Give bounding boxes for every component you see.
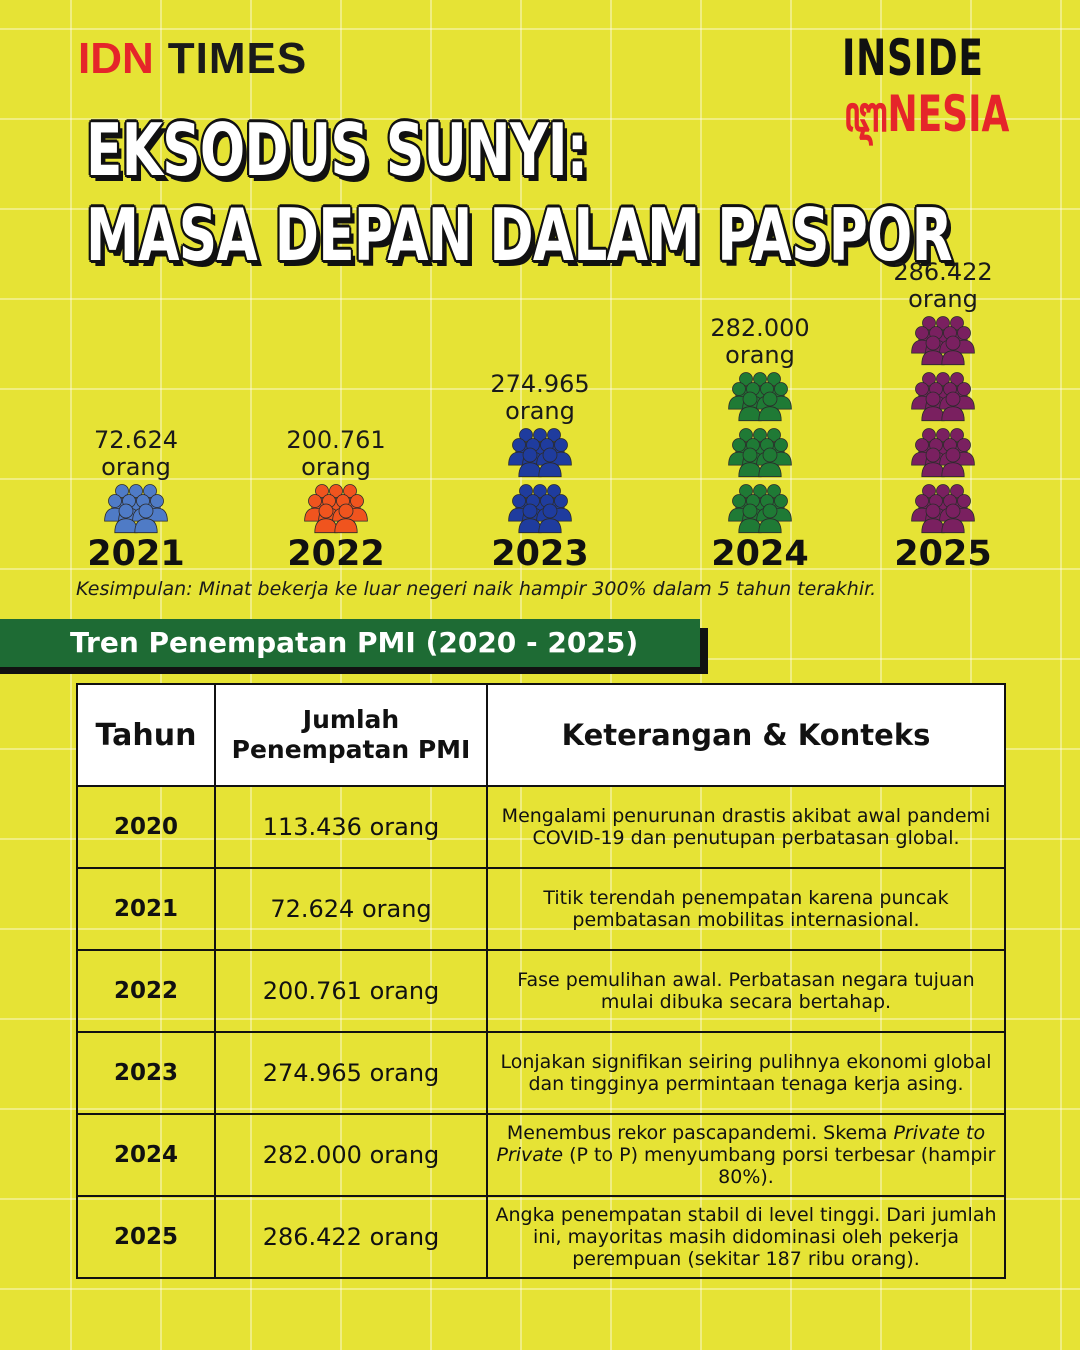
value-unit-label: orang	[505, 397, 575, 425]
value-label: 200.761	[286, 426, 385, 454]
table-row: 2023 274.965 orang Lonjakan signifikan s…	[76, 1031, 1006, 1115]
headline-line-2: MASA DEPAN DALAM PASPOR	[86, 193, 953, 277]
table-row: 2022 200.761 orang Fase pemulihan awal. …	[76, 949, 1006, 1033]
logo-idn-text: IDN	[78, 34, 154, 83]
value-unit-label: orang	[908, 285, 978, 313]
inside-indonesia-logo-top: INSIDE	[842, 29, 984, 87]
value-label: 282.000	[710, 314, 809, 342]
header-note: Keterangan & Konteks	[486, 683, 1006, 787]
row-note-emphasis: Private to Private	[496, 1122, 986, 1166]
row-count: 72.624 orang	[214, 867, 488, 951]
row-note: Mengalami penurunan drastis akibat awal …	[486, 785, 1006, 869]
year-label: 2025	[894, 534, 991, 574]
row-count: 274.965 orang	[214, 1031, 488, 1115]
year-label: 2022	[287, 534, 384, 574]
row-year: 2024	[76, 1113, 216, 1197]
table-row: 2021 72.624 orang Titik terendah penempa…	[76, 867, 1006, 951]
people-group-icon	[304, 484, 368, 534]
people-group-icon	[911, 372, 975, 422]
value-unit-label: orang	[301, 453, 371, 481]
people-group-icon	[911, 428, 975, 478]
row-note-pre: Menembus rekor pascapandemi. Skema	[506, 1122, 894, 1144]
value-label: 72.624	[94, 426, 178, 454]
people-group-icon	[911, 316, 975, 366]
row-year: 2021	[76, 867, 216, 951]
row-note: Lonjakan signifikan seiring pulihnya eko…	[486, 1031, 1006, 1115]
inside-indonesia-logo-bottom: ꦆNESIA	[844, 85, 1010, 143]
row-note: Titik terendah penempatan karena puncak …	[486, 867, 1006, 951]
header-year: Tahun	[76, 683, 216, 787]
row-year: 2023	[76, 1031, 216, 1115]
header-count-line1: Jumlah	[302, 705, 400, 734]
year-label: 2024	[711, 534, 808, 574]
table-row: 2020 113.436 orang Mengalami penurunan d…	[76, 785, 1006, 869]
people-group-icon	[104, 484, 168, 534]
row-year: 2020	[76, 785, 216, 869]
row-year: 2025	[76, 1195, 216, 1279]
value-label: 286.422	[893, 258, 992, 286]
people-group-icon	[508, 428, 572, 478]
year-label: 2021	[87, 534, 184, 574]
table-header-row: Tahun Jumlah Penempatan PMI Keterangan & …	[76, 683, 1006, 787]
row-note: Fase pemulihan awal. Perbatasan negara t…	[486, 949, 1006, 1033]
row-note: Angka penempatan stabil di level tinggi.…	[486, 1195, 1006, 1279]
section-title-banner: Tren Penempatan PMI (2020 - 2025)	[0, 619, 700, 667]
header-count: Jumlah Penempatan PMI	[214, 683, 488, 787]
conclusion-text: Kesimpulan: Minat bekerja ke luar negeri…	[76, 578, 877, 600]
value-unit-label: orang	[725, 341, 795, 369]
value-unit-label: orang	[101, 453, 171, 481]
table-row: 2024 282.000 orang Menembus rekor pascap…	[76, 1113, 1006, 1197]
table-row: 2025 286.422 orang Angka penempatan stab…	[76, 1195, 1006, 1279]
people-group-icon	[728, 484, 792, 534]
logo-times-text: TIMES	[167, 34, 308, 83]
row-year: 2022	[76, 949, 216, 1033]
headline-line-1: EKSODUS SUNYI:	[86, 108, 588, 192]
people-group-icon	[911, 484, 975, 534]
placement-table: Tahun Jumlah Penempatan PMI Keterangan & …	[76, 683, 1006, 1279]
row-count: 286.422 orang	[214, 1195, 488, 1279]
row-note-post: (P to P) menyumbang porsi terbesar (hamp…	[563, 1144, 996, 1188]
row-count: 200.761 orang	[214, 949, 488, 1033]
year-label: 2023	[491, 534, 588, 574]
people-group-icon	[508, 484, 572, 534]
row-count: 282.000 orang	[214, 1113, 488, 1197]
idn-times-logo: IDN TIMES	[78, 34, 307, 84]
header-count-line2: Penempatan PMI	[231, 735, 471, 764]
row-count: 113.436 orang	[214, 785, 488, 869]
row-note: Menembus rekor pascapandemi. Skema Priva…	[486, 1113, 1006, 1197]
people-group-icon	[728, 372, 792, 422]
value-label: 274.965	[490, 370, 589, 398]
people-group-icon	[728, 428, 792, 478]
pictograph-chart: 202172.624orang2022200.761orang2023274.9…	[87, 258, 992, 574]
